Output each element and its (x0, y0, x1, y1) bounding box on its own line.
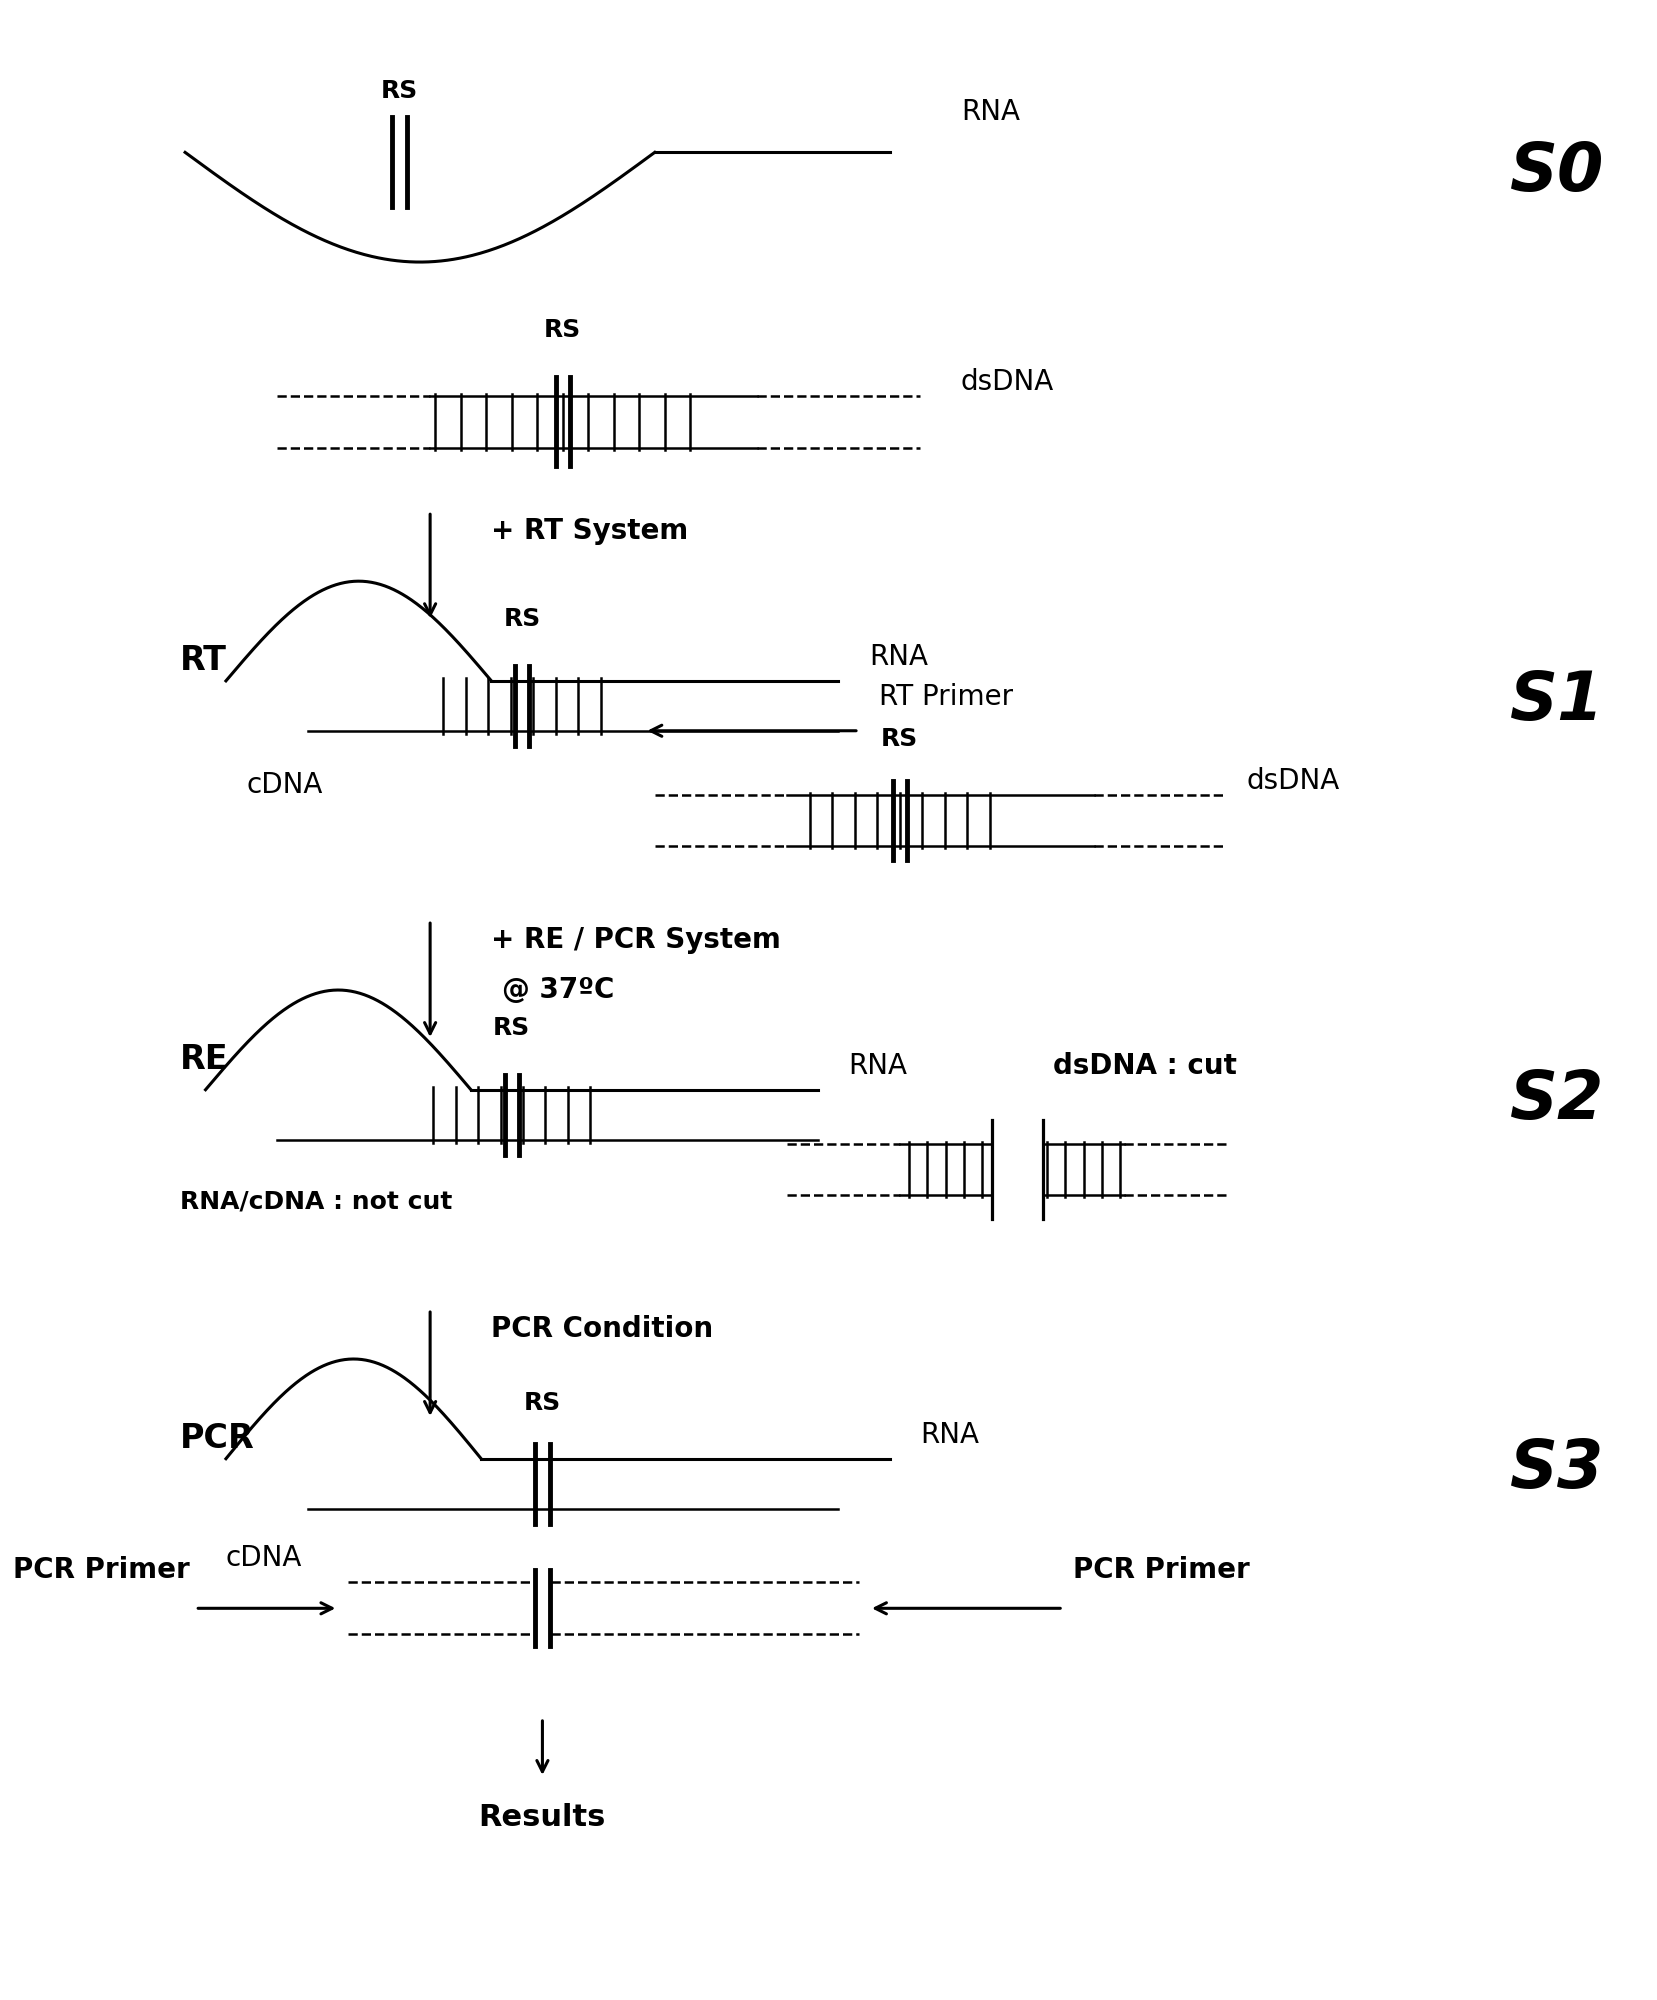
Text: PCR Condition: PCR Condition (490, 1316, 713, 1344)
Text: S3: S3 (1510, 1436, 1604, 1502)
Text: PCR: PCR (181, 1422, 255, 1456)
Text: RNA: RNA (848, 1052, 906, 1080)
Text: Results: Results (479, 1804, 606, 1832)
Text: S1: S1 (1510, 668, 1604, 734)
Text: S0: S0 (1510, 140, 1604, 206)
Text: RNA: RNA (868, 642, 928, 670)
Text: RS: RS (504, 608, 540, 632)
Text: RE: RE (181, 1044, 229, 1076)
Text: dsDNA: dsDNA (961, 368, 1054, 396)
Text: S2: S2 (1510, 1066, 1604, 1132)
Text: + RT System: + RT System (490, 518, 688, 546)
Text: RNA: RNA (920, 1420, 979, 1448)
Text: @ 37ºC: @ 37ºC (502, 976, 613, 1004)
Text: RT Primer: RT Primer (878, 682, 1012, 710)
Text: dsDNA: dsDNA (1246, 766, 1339, 794)
Text: cDNA: cDNA (225, 1544, 302, 1572)
Text: PCR Primer: PCR Primer (1072, 1556, 1249, 1584)
Text: dsDNA : cut: dsDNA : cut (1052, 1052, 1236, 1080)
Text: + RE / PCR System: + RE / PCR System (490, 926, 780, 954)
Text: RNA/cDNA : not cut: RNA/cDNA : not cut (181, 1190, 452, 1214)
Text: RS: RS (524, 1390, 560, 1414)
Text: RNA: RNA (961, 98, 1019, 126)
Text: RS: RS (492, 1016, 530, 1040)
Text: RS: RS (381, 78, 418, 102)
Text: RT: RT (181, 644, 227, 678)
Text: RS: RS (880, 726, 918, 750)
Text: RS: RS (543, 318, 582, 342)
Text: cDNA: cDNA (247, 770, 323, 798)
Text: PCR Primer: PCR Primer (13, 1556, 191, 1584)
